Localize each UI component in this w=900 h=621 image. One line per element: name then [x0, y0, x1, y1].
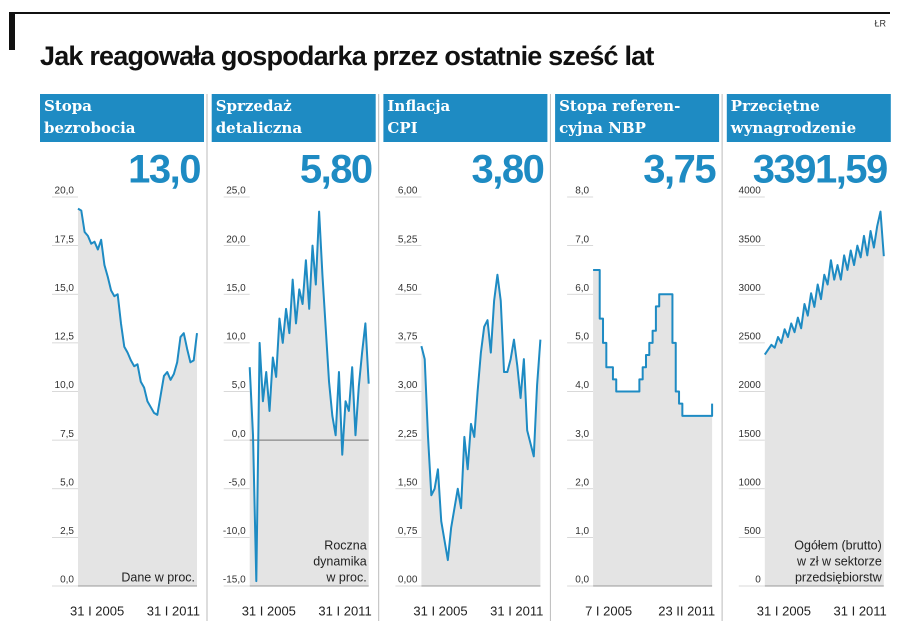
headline-value: 3,75 — [643, 148, 716, 192]
panel-title: Stopa referen- — [559, 97, 680, 115]
note: Roczna — [324, 538, 366, 552]
y-tick-label: 0,00 — [398, 575, 418, 586]
headline-value: 13,0 — [128, 148, 200, 192]
area-fill — [593, 269, 713, 586]
y-tick-label: 0 — [755, 575, 761, 586]
note: przedsiębiorstw — [795, 570, 883, 584]
area-fill — [421, 274, 541, 586]
panel-header — [383, 94, 548, 142]
panel-header — [555, 94, 720, 142]
y-tick-label: 1,0 — [575, 526, 589, 537]
area-fill — [764, 211, 884, 586]
panel-title: bezrobocia — [44, 119, 136, 137]
x-tick-label: 31 I 2005 — [413, 603, 467, 618]
y-tick-label: 6,0 — [575, 283, 589, 294]
panel-title: wynagrodzenie — [730, 119, 856, 137]
y-tick-label: 1000 — [739, 477, 762, 488]
y-tick-label: 17,5 — [55, 234, 75, 245]
panel-header — [40, 94, 204, 142]
y-tick-label: 25,0 — [226, 186, 246, 197]
y-tick-label: 2,25 — [398, 429, 418, 440]
y-tick-label: 10,0 — [226, 332, 246, 343]
y-tick-label: 3,00 — [398, 380, 418, 391]
panel-header — [726, 94, 891, 142]
x-tick-label: 31 I 2005 — [70, 603, 124, 618]
x-tick-label: 31 I 2005 — [757, 603, 811, 618]
y-tick-label: 3000 — [739, 283, 762, 294]
note: w zł w sektorze — [796, 554, 882, 568]
x-tick-label: 23 II 2011 — [658, 603, 715, 618]
x-tick-label: 31 I 2011 — [147, 603, 200, 618]
panel-title: Sprzedaż — [216, 97, 292, 115]
y-tick-label: 3,0 — [575, 429, 589, 440]
y-tick-label: 3,75 — [398, 332, 418, 343]
y-tick-label: 6,00 — [398, 186, 418, 197]
headline-value: 5,80 — [300, 148, 372, 192]
y-tick-label: 2500 — [739, 332, 762, 343]
x-tick-label: 31 I 2005 — [242, 603, 296, 618]
x-tick-label: 31 I 2011 — [318, 603, 371, 618]
note: Ogółem (brutto) — [794, 538, 882, 552]
y-tick-label: 0,0 — [60, 575, 74, 586]
y-tick-label: 0,75 — [398, 526, 418, 537]
x-tick-label: 7 I 2005 — [585, 603, 632, 618]
panel-title: Stopa — [44, 97, 92, 115]
y-tick-label: 12,5 — [55, 332, 75, 343]
y-tick-label: 15,0 — [55, 283, 75, 294]
y-tick-label: -5,0 — [228, 477, 246, 488]
headline-value: 3,80 — [472, 148, 544, 192]
line — [593, 268, 714, 417]
line — [77, 207, 198, 416]
x-tick-label: 31 I 2011 — [834, 603, 887, 618]
panel-title: cyjna NBP — [559, 119, 646, 137]
y-tick-label: 2,0 — [575, 477, 589, 488]
note: dynamika — [313, 554, 367, 568]
y-tick-label: 20,0 — [226, 234, 246, 245]
y-tick-label: 10,0 — [55, 380, 75, 391]
y-tick-label: 15,0 — [226, 283, 246, 294]
headline-value: 3391,59 — [753, 148, 887, 192]
credit: ŁR — [874, 18, 886, 28]
y-tick-label: -15,0 — [223, 575, 246, 586]
y-tick-label: 2,5 — [60, 526, 74, 537]
panel-title: Przeciętne — [731, 97, 820, 115]
y-tick-label: 2000 — [739, 380, 762, 391]
y-tick-label: 4,50 — [398, 283, 418, 294]
y-tick-label: 20,0 — [55, 186, 75, 197]
y-tick-label: 5,25 — [398, 234, 418, 245]
line — [420, 273, 542, 562]
line — [763, 210, 885, 356]
y-tick-label: 4,0 — [575, 380, 589, 391]
area-fill — [249, 211, 369, 586]
y-tick-label: 0,0 — [232, 429, 246, 440]
line — [248, 210, 370, 583]
corner-bar — [9, 12, 15, 50]
panel-title: CPI — [387, 119, 417, 137]
note: Dane w proc. — [121, 570, 195, 584]
y-tick-label: 5,0 — [232, 380, 246, 391]
y-tick-label: 0,0 — [575, 575, 589, 586]
x-tick-label: 31 I 2011 — [490, 603, 543, 618]
y-tick-label: 5,0 — [60, 477, 74, 488]
y-tick-label: 7,0 — [575, 234, 589, 245]
y-tick-label: -10,0 — [223, 526, 246, 537]
panel-header — [211, 94, 376, 142]
y-tick-label: 4000 — [739, 186, 762, 197]
page-title: Jak reagowała gospodarka przez ostatnie … — [40, 41, 654, 71]
panel-title: Inflacja — [387, 97, 450, 115]
y-tick-label: 5,0 — [575, 332, 589, 343]
note: w proc. — [325, 570, 366, 584]
y-tick-label: 7,5 — [60, 429, 74, 440]
area-fill — [78, 208, 197, 587]
y-tick-label: 8,0 — [575, 186, 589, 197]
y-tick-label: 1500 — [739, 429, 762, 440]
y-tick-label: 500 — [744, 526, 761, 537]
y-tick-label: 3500 — [739, 234, 762, 245]
y-tick-label: 1,50 — [398, 477, 418, 488]
panel-title: detaliczna — [216, 119, 303, 137]
